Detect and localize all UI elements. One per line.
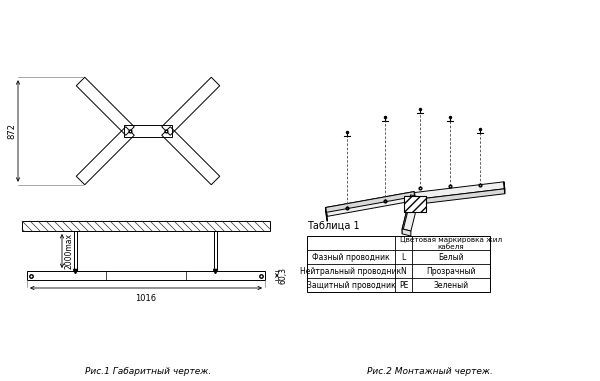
Text: Таблица 1: Таблица 1 — [307, 221, 359, 231]
Text: Зеленый: Зеленый — [433, 280, 469, 290]
Text: Белый: Белый — [438, 253, 464, 261]
Bar — [22, 221, 270, 231]
Bar — [404, 196, 426, 212]
Text: Цветовая маркировка жил
кабеля: Цветовая маркировка жил кабеля — [400, 237, 502, 250]
Text: Рис.1 Габаритный чертеж.: Рис.1 Габаритный чертеж. — [85, 367, 211, 376]
Text: L: L — [401, 253, 406, 261]
Polygon shape — [415, 189, 505, 205]
Polygon shape — [415, 182, 505, 200]
Text: Фазный проводник: Фазный проводник — [312, 253, 390, 261]
Polygon shape — [402, 195, 410, 234]
Text: 60,3: 60,3 — [278, 267, 287, 284]
Text: 1016: 1016 — [136, 294, 157, 303]
Polygon shape — [402, 195, 419, 231]
Text: Защитный проводник: Защитный проводник — [307, 280, 395, 290]
Polygon shape — [402, 229, 411, 236]
Text: 2000max: 2000max — [65, 233, 74, 269]
Polygon shape — [326, 192, 414, 213]
Text: Прозрачный: Прозрачный — [426, 266, 476, 275]
Text: Нейтральный проводник: Нейтральный проводник — [301, 266, 401, 275]
Polygon shape — [326, 192, 416, 216]
Bar — [27, 271, 265, 280]
Bar — [307, 236, 490, 292]
Text: PE: PE — [399, 280, 408, 290]
Polygon shape — [326, 208, 327, 221]
Text: 872: 872 — [7, 123, 17, 139]
Polygon shape — [504, 182, 505, 194]
Text: N: N — [401, 266, 406, 275]
Text: Рис.2 Монтажный чертеж.: Рис.2 Монтажный чертеж. — [367, 367, 493, 376]
